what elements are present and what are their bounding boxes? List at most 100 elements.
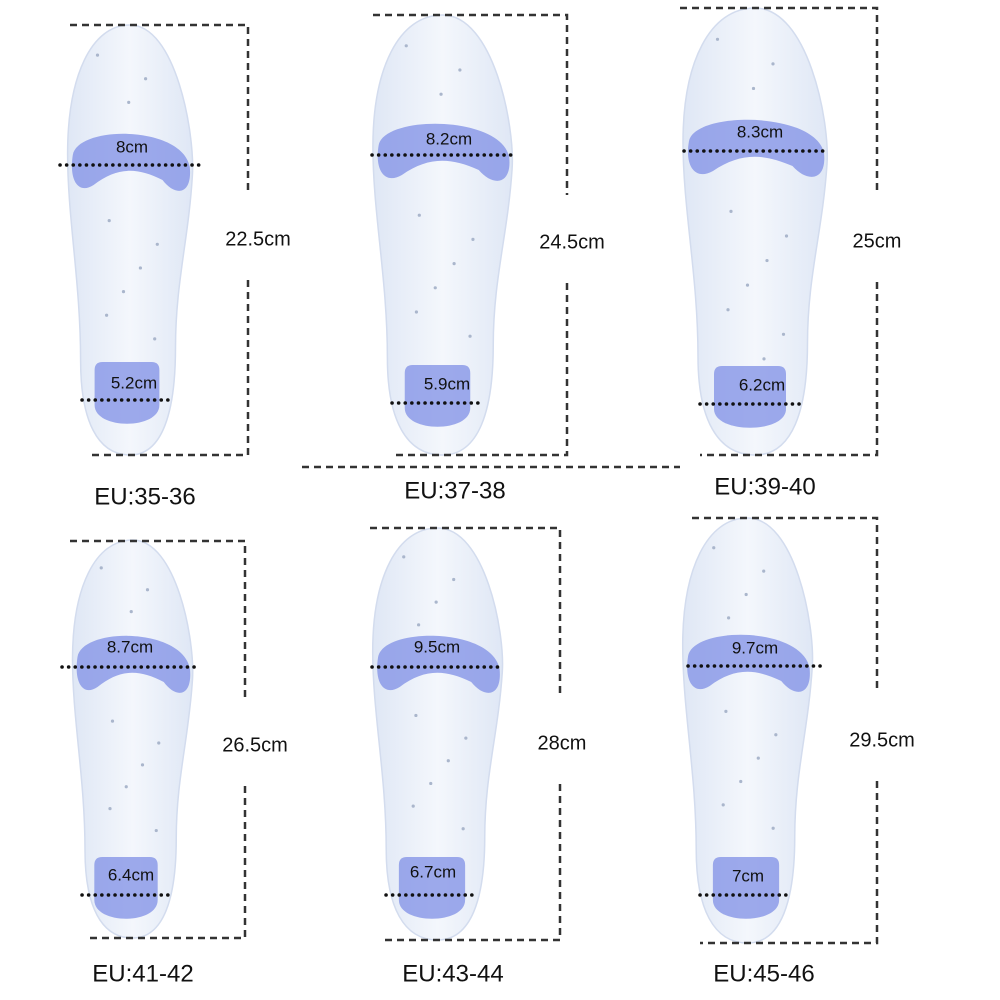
vent-hole [145, 588, 150, 592]
size-label: EU:41-42 [92, 960, 193, 987]
heel-pad [404, 365, 471, 427]
length: 24.5cm [539, 231, 605, 253]
vent-hole [154, 828, 158, 833]
heel-pad [712, 857, 780, 919]
forefoot-pad [76, 635, 191, 693]
forefoot-width: 8.7cm [107, 637, 153, 656]
length: 26.5cm [222, 734, 288, 756]
length-bracket [373, 13, 569, 457]
forefoot-pad [687, 634, 810, 692]
heel-width: 6.2cm [739, 375, 785, 394]
vent-hole [729, 209, 733, 213]
vent-hole [124, 785, 128, 789]
forefoot-pad [377, 635, 500, 693]
vent-hole [129, 610, 133, 614]
vent-hole [784, 234, 789, 238]
vent-hole [153, 337, 157, 341]
vent-hole [414, 310, 418, 314]
length: 28cm [538, 732, 587, 754]
vent-hole [774, 733, 778, 737]
vent-hole [721, 803, 725, 807]
vent-hole [99, 566, 103, 570]
vent-hole [417, 213, 421, 217]
length-bracket [370, 526, 562, 942]
vent-hole [121, 290, 126, 294]
vent-hole [107, 219, 111, 223]
size-label: EU:45-46 [713, 960, 814, 987]
forefoot-width: 8cm [116, 137, 148, 156]
forefoot-pad [687, 119, 825, 177]
vent-hole [402, 555, 406, 559]
vent-hole [461, 827, 465, 831]
heel-width: 7cm [732, 866, 764, 885]
length-bracket [70, 23, 250, 457]
forefoot-width: 8.3cm [737, 122, 783, 141]
heel-pad [398, 857, 466, 919]
vent-hole [155, 242, 159, 246]
vent-hole [771, 826, 775, 830]
vent-hole [127, 100, 131, 104]
vent-hole [744, 592, 748, 597]
heel-pad [94, 857, 158, 919]
forefoot-pad [377, 123, 510, 181]
vent-hole [411, 804, 415, 808]
vent-hole [458, 68, 462, 72]
vent-hole [417, 623, 421, 627]
size-label: EU:37-38 [404, 477, 505, 504]
vent-hole [781, 332, 786, 336]
vent-hole [765, 258, 769, 263]
vent-hole [739, 779, 743, 784]
vent-hole [715, 37, 720, 41]
length: 25cm [853, 230, 902, 252]
vent-hole [452, 577, 456, 582]
vent-hole [471, 237, 475, 241]
vent-hole [157, 741, 161, 745]
heel-width: 5.2cm [111, 373, 157, 392]
vent-hole [762, 569, 766, 573]
forefoot-width: 9.5cm [414, 637, 460, 656]
vent-hole [468, 334, 472, 338]
vent-hole [434, 600, 438, 604]
vent-hole [756, 756, 760, 760]
vent-hole [110, 719, 115, 723]
length: 22.5cm [225, 228, 291, 250]
vent-hole [452, 262, 456, 266]
size-label: EU:39-40 [714, 473, 815, 500]
length-bracket [692, 516, 879, 945]
heel-width: 5.9cm [424, 374, 470, 393]
vent-hole [439, 92, 443, 96]
vent-hole [108, 807, 112, 811]
vent-hole [429, 781, 433, 786]
vent-hole [414, 713, 418, 718]
vent-hole [464, 736, 468, 740]
vent-hole [446, 759, 450, 763]
size-label: EU:35-36 [94, 483, 195, 510]
heel-width: 6.7cm [410, 862, 456, 881]
insole [372, 14, 514, 456]
vent-hole [762, 357, 766, 361]
forefoot-pad [71, 133, 191, 191]
vent-hole [95, 53, 100, 57]
vent-hole [771, 62, 775, 66]
vent-hole [712, 546, 716, 550]
vent-hole [144, 77, 148, 81]
length: 29.5cm [849, 729, 915, 751]
forefoot-width: 8.2cm [426, 129, 472, 148]
vent-hole [138, 266, 142, 270]
length-bracket [70, 539, 247, 940]
length-bracket [680, 6, 879, 457]
vent-hole [404, 44, 408, 48]
vent-hole [433, 286, 437, 290]
vent-hole [105, 313, 109, 317]
vent-hole [140, 763, 145, 767]
heel-pad [94, 362, 160, 424]
size-label: EU:43-44 [402, 960, 503, 987]
vent-hole [724, 709, 728, 713]
heel-pad [714, 366, 786, 428]
vent-hole [727, 616, 731, 620]
vent-hole [726, 308, 730, 312]
forefoot-width: 9.7cm [732, 638, 778, 657]
vent-hole [745, 283, 750, 287]
heel-width: 6.4cm [108, 865, 154, 884]
